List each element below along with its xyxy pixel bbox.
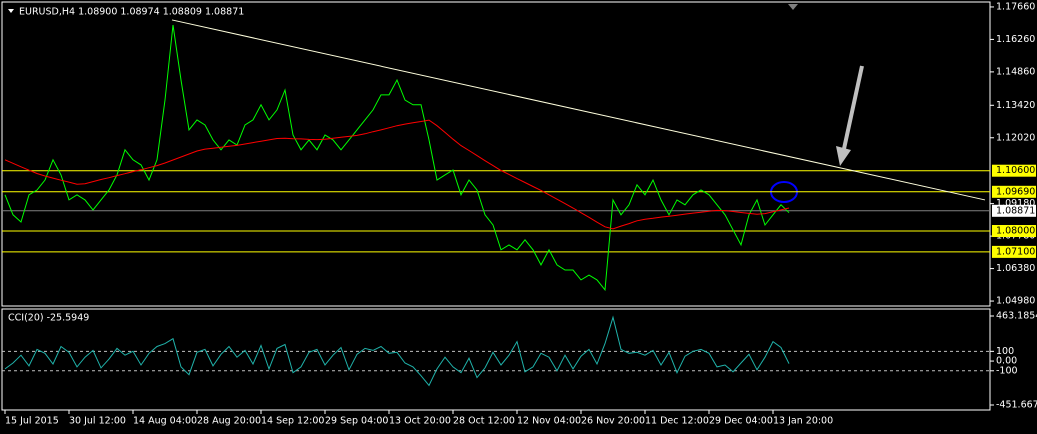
arrow-head: [836, 146, 851, 166]
y-tick-label: 1.13420: [996, 100, 1035, 111]
series-line: [4, 315, 790, 387]
menu-triangle: [8, 9, 14, 13]
arrow-shaft: [840, 65, 864, 159]
y-tick-label: 1.14860: [996, 66, 1035, 77]
level-label-box: [992, 245, 1036, 258]
y-tick-label: 1.12020: [996, 132, 1035, 143]
x-tick-label: 30 Jul 12:00: [69, 416, 126, 427]
y-tick-label: 1.09180: [996, 198, 1035, 209]
current-price-box: [992, 204, 1036, 217]
trendline: [171, 19, 986, 201]
x-tick-label: 12 Nov 04:00: [517, 416, 581, 427]
x-tick-label: 26 Nov 20:00: [581, 416, 645, 427]
x-tick-label: 13 Jan 20:00: [773, 416, 833, 427]
shift-marker: [788, 4, 798, 10]
y-tick-label: 463.1854: [996, 311, 1037, 322]
y-tick-label: 1.06380: [996, 263, 1035, 274]
x-tick-label: 29 Sep 04:00: [325, 416, 388, 427]
y-tick-label: 100: [996, 346, 1014, 357]
y-tick-label: 0.00: [996, 356, 1017, 367]
indicator-title: CCI(20) -25.5949: [8, 313, 89, 324]
x-tick-label: 15 Jul 2015: [5, 416, 59, 427]
cci-panel: [1, 308, 991, 411]
y-tick-label: 1.17660: [996, 1, 1035, 12]
level-label: 1.09690: [996, 186, 1035, 197]
series-line: [4, 24, 790, 292]
x-tick-label: 14 Aug 04:00: [133, 416, 197, 427]
level-label: 1.08000: [996, 226, 1035, 237]
level-label-box: [992, 185, 1036, 198]
x-tick-label: 13 Oct 20:00: [389, 416, 451, 427]
x-tick-label: 28 Oct 12:00: [453, 416, 515, 427]
chart-title: EURUSD,H4 1.08900 1.08974 1.08809 1.0887…: [19, 7, 244, 18]
y-tick-label: -100: [996, 365, 1018, 376]
x-tick-label: 11 Dec 12:00: [645, 416, 709, 427]
main-panel: [1, 1, 991, 307]
level-label-box: [992, 164, 1036, 177]
arrow: [836, 65, 864, 166]
x-tick-label: 29 Dec 04:00: [709, 416, 773, 427]
x-tick-label: 28 Aug 20:00: [197, 416, 261, 427]
level-label: 1.07100: [996, 246, 1035, 257]
y-tick-label: -451.6679: [996, 400, 1037, 411]
y-tick-label: 1.04980: [996, 296, 1035, 307]
level-label-box: [992, 225, 1036, 238]
current-price-label: 1.08871: [996, 205, 1035, 216]
level-label: 1.10600: [996, 165, 1035, 176]
x-tick-label: 14 Sep 12:00: [261, 416, 324, 427]
y-tick-label: 1.16260: [996, 34, 1035, 45]
series-line: [4, 119, 790, 230]
